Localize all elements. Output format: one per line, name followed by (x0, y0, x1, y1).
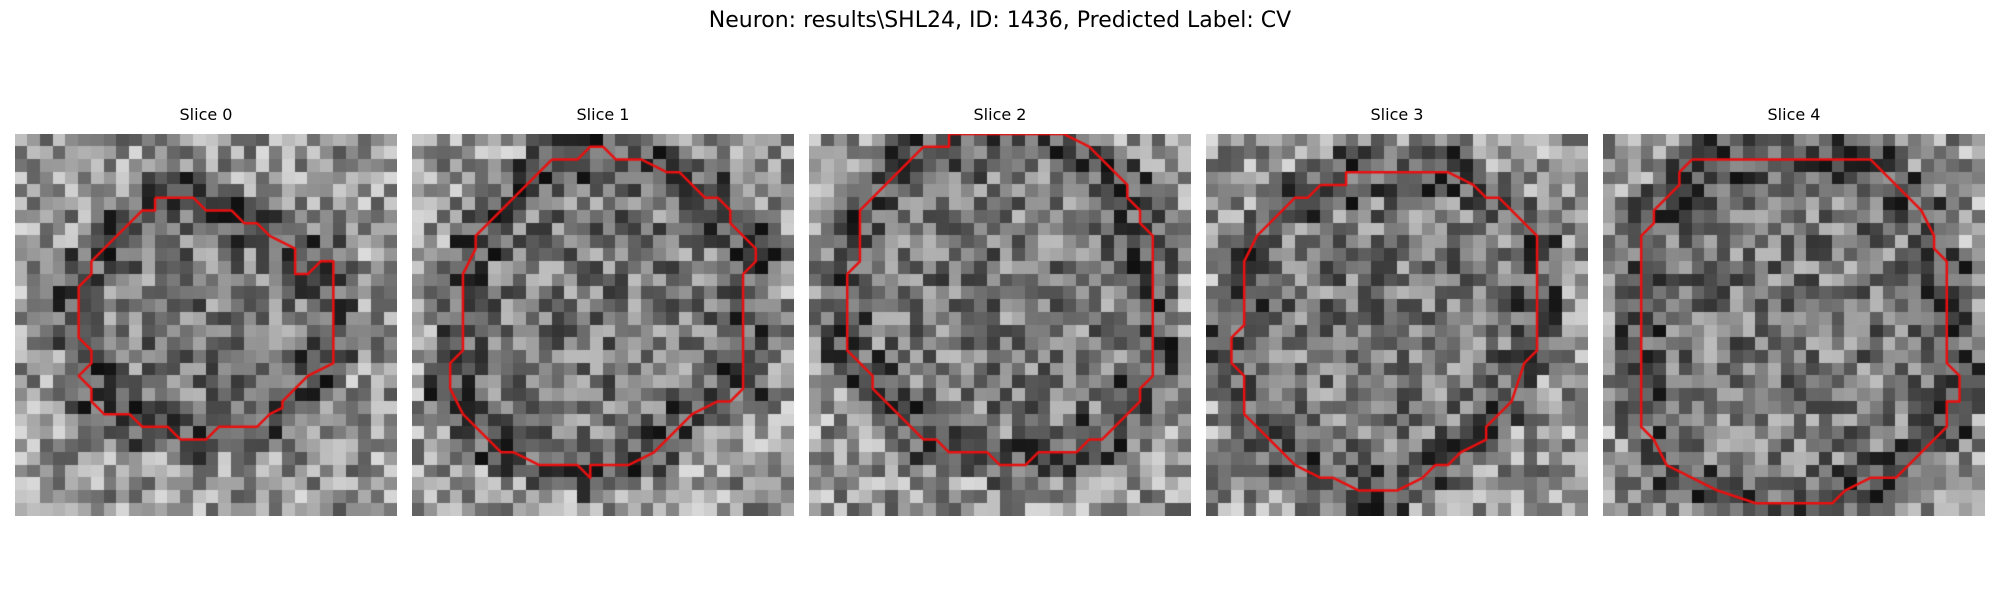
slice-image-4 (1603, 134, 1985, 516)
slice-title-0: Slice 0 (179, 105, 233, 124)
slice-image-2 (809, 134, 1191, 516)
slice-title-3: Slice 3 (1370, 105, 1424, 124)
slice-image-1 (412, 134, 794, 516)
slice-title-2: Slice 2 (973, 105, 1027, 124)
slice-image-3 (1206, 134, 1588, 516)
slice-image-0 (15, 134, 397, 516)
slice-title-4: Slice 4 (1767, 105, 1821, 124)
slice-title-1: Slice 1 (576, 105, 630, 124)
figure-title: Neuron: results\SHL24, ID: 1436, Predict… (708, 8, 1292, 33)
